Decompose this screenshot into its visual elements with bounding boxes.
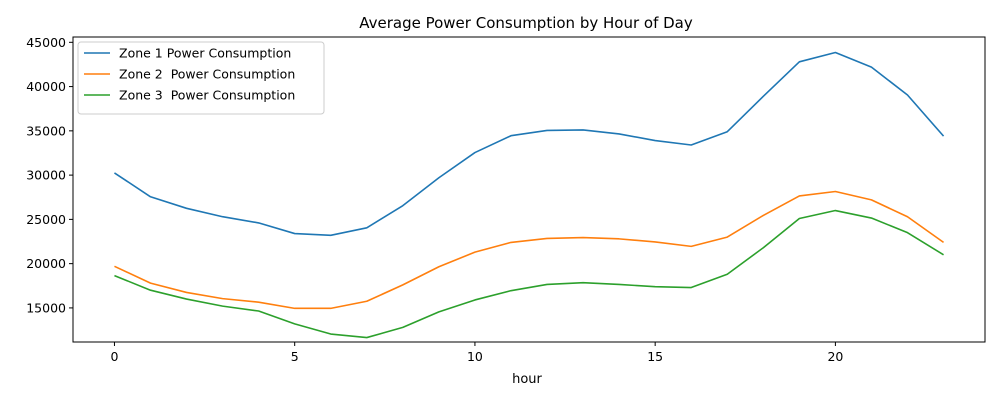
legend: Zone 1 Power Consumption Zone 2 Power Con… bbox=[77, 41, 325, 115]
series-line-zone-1 bbox=[114, 51, 945, 237]
y-axis: 15000 20000 25000 30000 35000 40000 45000 bbox=[26, 35, 73, 315]
y-tick-label: 20000 bbox=[26, 256, 66, 271]
plot-frame bbox=[72, 36, 986, 343]
legend-label-zone-2: Zone 2 Power Consumption bbox=[119, 67, 295, 82]
y-tick-label: 35000 bbox=[26, 123, 66, 138]
x-axis: 0 5 10 15 20 bbox=[110, 342, 843, 364]
series-line-zone-3 bbox=[114, 209, 944, 339]
y-tick-label: 30000 bbox=[26, 168, 66, 183]
legend-label-zone-1: Zone 1 Power Consumption bbox=[119, 46, 291, 61]
x-tick-label: 10 bbox=[467, 349, 483, 364]
x-tick-label: 0 bbox=[110, 349, 118, 364]
y-tick-label: 40000 bbox=[26, 79, 66, 94]
y-tick-label: 25000 bbox=[26, 212, 66, 227]
x-tick-label: 20 bbox=[827, 349, 843, 364]
y-tick-label: 45000 bbox=[26, 35, 66, 50]
y-tick-label: 15000 bbox=[26, 300, 66, 315]
series-line-zone-2 bbox=[114, 190, 945, 310]
x-axis-label: hour bbox=[512, 372, 542, 387]
legend-box bbox=[77, 41, 325, 115]
chart-title: Average Power Consumption by Hour of Day bbox=[359, 14, 693, 32]
series-layer bbox=[114, 51, 945, 339]
x-tick-label: 15 bbox=[647, 349, 663, 364]
x-tick-label: 5 bbox=[291, 349, 299, 364]
legend-label-zone-3: Zone 3 Power Consumption bbox=[119, 88, 295, 103]
